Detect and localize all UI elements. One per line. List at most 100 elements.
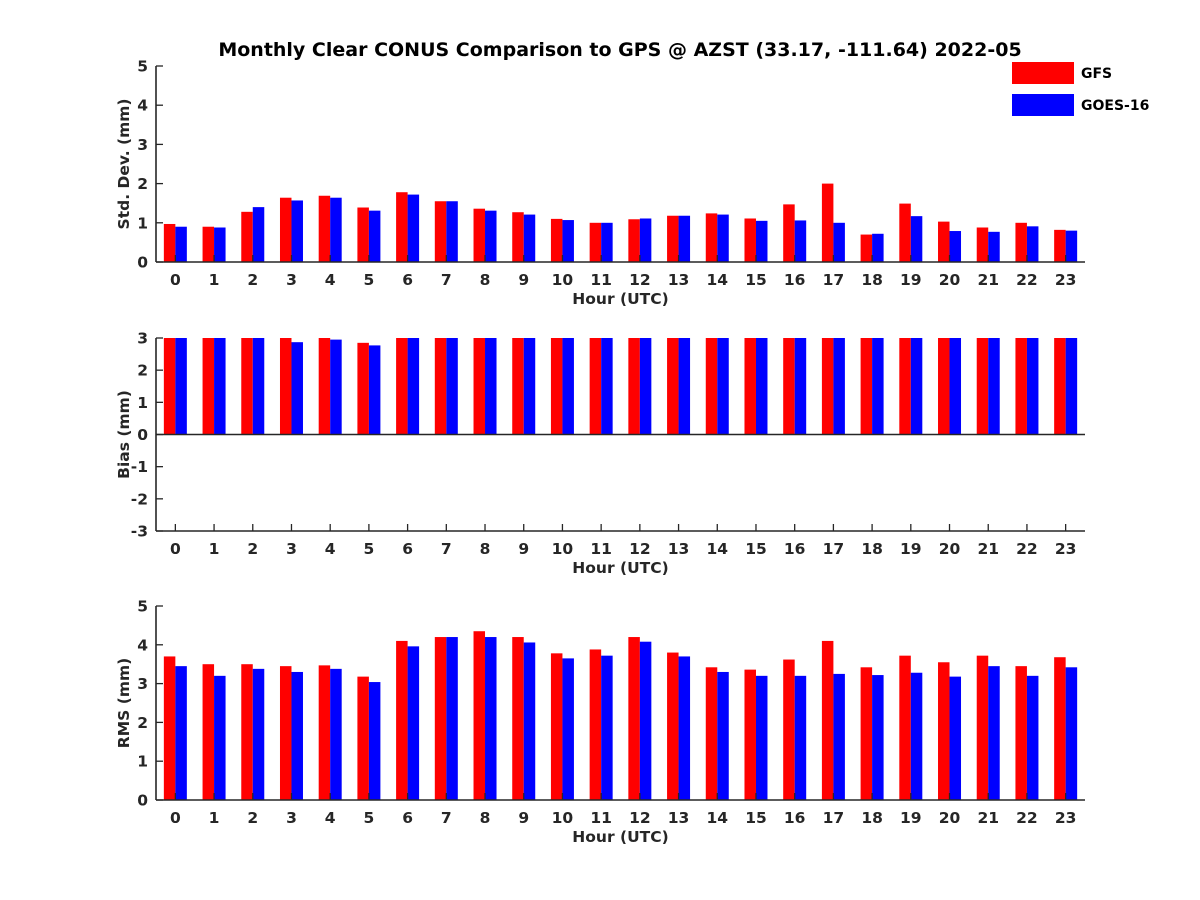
bar-goes-16-hour-10 <box>562 338 574 435</box>
x-tick-label: 18 <box>861 271 883 289</box>
bar-gfs-hour-20 <box>938 662 950 800</box>
x-tick-label: 13 <box>668 540 690 558</box>
bar-goes-16-hour-16 <box>794 220 807 262</box>
y-axis-label: Std. Dev. (mm) <box>115 99 133 230</box>
bar-gfs-hour-16 <box>783 659 795 800</box>
bar-goes-16-hour-0 <box>175 666 187 800</box>
bar-gfs-hour-10 <box>550 218 563 262</box>
bar-gfs-hour-17 <box>821 640 834 800</box>
bar-gfs-hour-18 <box>860 234 873 262</box>
x-tick-label: 4 <box>325 271 336 289</box>
x-tick-label: 14 <box>706 540 728 558</box>
y-tick-label: 1 <box>137 214 148 232</box>
bar-goes-16-hour-3 <box>291 342 303 435</box>
x-tick-label: 10 <box>552 540 574 558</box>
bar-gfs-hour-3 <box>279 338 292 435</box>
x-tick-label: 1 <box>209 809 220 827</box>
bar-goes-16-hour-20 <box>949 231 962 262</box>
bar-gfs-hour-8 <box>473 338 486 435</box>
bar-gfs-hour-7 <box>434 201 447 262</box>
bar-gfs-hour-6 <box>396 640 408 800</box>
x-tick-label: 0 <box>170 809 181 827</box>
bar-goes-16-hour-22 <box>1026 338 1039 435</box>
x-tick-label: 15 <box>745 809 767 827</box>
bars <box>163 183 1078 262</box>
bar-gfs-hour-20 <box>938 338 950 435</box>
x-tick-label: 8 <box>480 540 491 558</box>
x-tick-label: 7 <box>441 809 452 827</box>
bar-goes-16-hour-13 <box>678 215 691 262</box>
x-tick-label: 5 <box>363 540 374 558</box>
x-tick-label: 6 <box>402 540 413 558</box>
bar-goes-16-hour-15 <box>755 675 768 800</box>
x-tick-label: 13 <box>668 271 690 289</box>
bar-gfs-hour-11 <box>589 338 602 435</box>
x-axis-label: Hour (UTC) <box>572 559 668 577</box>
x-tick-label: 14 <box>706 809 728 827</box>
bar-gfs-hour-14 <box>705 338 718 435</box>
x-tick-label: 22 <box>1016 271 1038 289</box>
bar-gfs-hour-4 <box>318 338 331 435</box>
bar-goes-16-hour-19 <box>910 338 923 435</box>
bar-goes-16-hour-23 <box>1065 230 1078 262</box>
x-tick-label: 11 <box>590 540 612 558</box>
bar-goes-16-hour-2 <box>252 668 265 800</box>
bar-goes-16-hour-10 <box>562 658 574 800</box>
bar-gfs-hour-10 <box>550 338 563 435</box>
bar-goes-16-hour-19 <box>910 672 923 800</box>
bar-gfs-hour-0 <box>163 656 176 800</box>
bar-goes-16-hour-7 <box>446 338 458 435</box>
bar-goes-16-hour-18 <box>872 338 884 435</box>
x-tick-label: 14 <box>706 271 728 289</box>
x-tick-label: 23 <box>1055 540 1077 558</box>
x-tick-label: 9 <box>518 271 529 289</box>
x-tick-label: 7 <box>441 271 452 289</box>
bar-goes-16-hour-20 <box>949 338 962 435</box>
bar-gfs-hour-6 <box>396 338 408 435</box>
bar-goes-16-hour-15 <box>755 338 768 435</box>
bar-gfs-hour-18 <box>860 667 873 800</box>
bar-gfs-hour-0 <box>163 338 176 435</box>
bar-goes-16-hour-16 <box>794 675 807 800</box>
bar-gfs-hour-4 <box>318 195 331 262</box>
bar-gfs-hour-1 <box>202 226 215 262</box>
bar-goes-16-hour-16 <box>794 338 807 435</box>
bar-gfs-hour-3 <box>279 197 292 262</box>
bar-goes-16-hour-15 <box>755 220 768 262</box>
x-tick-label: 4 <box>325 809 336 827</box>
bar-gfs-hour-2 <box>241 664 253 800</box>
bar-gfs-hour-2 <box>241 338 253 435</box>
bar-goes-16-hour-19 <box>910 216 923 262</box>
x-tick-label: 10 <box>552 809 574 827</box>
bar-gfs-hour-17 <box>821 183 834 262</box>
x-tick-label: 21 <box>977 540 999 558</box>
bar-gfs-hour-5 <box>357 676 369 800</box>
bar-goes-16-hour-21 <box>988 666 1000 800</box>
bar-goes-16-hour-17 <box>833 338 845 435</box>
bar-goes-16-hour-9 <box>523 642 536 800</box>
bar-gfs-hour-19 <box>899 203 911 262</box>
bars <box>163 338 1078 435</box>
bar-goes-16-hour-9 <box>523 338 536 435</box>
bar-gfs-hour-12 <box>628 219 640 262</box>
bar-gfs-hour-19 <box>899 338 911 435</box>
x-tick-label: 12 <box>629 809 651 827</box>
bar-gfs-hour-8 <box>473 631 486 800</box>
bar-goes-16-hour-10 <box>562 220 574 262</box>
bar-gfs-hour-9 <box>512 338 524 435</box>
x-tick-label: 4 <box>325 540 336 558</box>
bar-gfs-hour-13 <box>667 652 679 800</box>
bar-goes-16-hour-4 <box>330 339 342 435</box>
bar-goes-16-hour-11 <box>601 338 613 435</box>
bar-goes-16-hour-14 <box>717 214 729 262</box>
x-tick-label: 17 <box>823 809 845 827</box>
bar-goes-16-hour-18 <box>872 675 884 800</box>
x-tick-label: 11 <box>590 271 612 289</box>
y-tick-label: 2 <box>137 175 148 193</box>
bar-gfs-hour-22 <box>1015 666 1027 800</box>
bar-gfs-hour-7 <box>434 637 447 800</box>
bar-gfs-hour-23 <box>1054 657 1066 800</box>
